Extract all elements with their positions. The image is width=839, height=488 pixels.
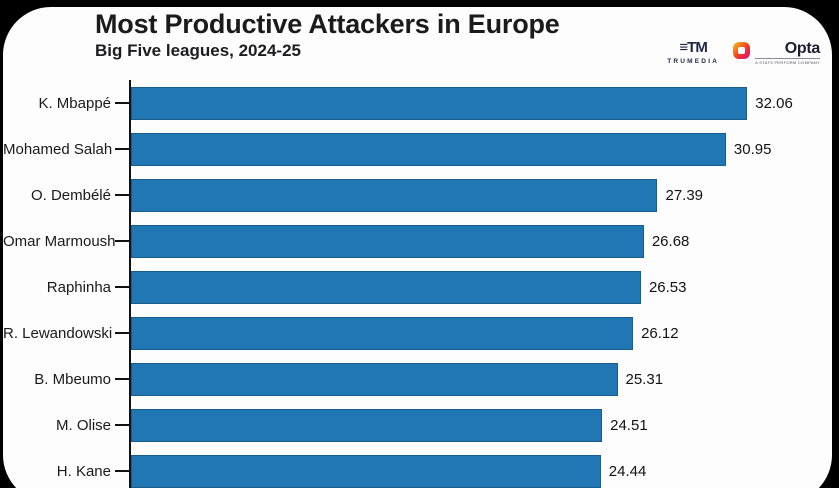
bar [131, 316, 634, 350]
opta-ring-icon [733, 41, 751, 59]
bar-row: M. Olise 24.51 [3, 402, 823, 448]
plot-cell: 26.53 [129, 264, 823, 310]
plot-cell: 24.51 [129, 402, 823, 448]
bar [131, 454, 601, 488]
bar [131, 132, 726, 166]
opta-wordmark: Opta [784, 39, 821, 57]
trumedia-wordmark: TRUMEDIA [667, 58, 720, 65]
category-label: M. Olise [55, 416, 111, 434]
value-label: 26.53 [648, 278, 687, 296]
branding-logos: ≡TM TRUMEDIA Opta A STATS PERFORM COMPAN… [667, 40, 820, 65]
value-label: 30.95 [733, 140, 772, 158]
axis-tick [115, 378, 129, 380]
plot-cell: 27.39 [129, 172, 823, 218]
bar-rows: K. Mbappé 32.06 Mohamed Salah 30.95 O. D… [3, 80, 823, 488]
bar-row: Raphinha 26.53 [3, 264, 823, 310]
axis-tick [115, 332, 129, 334]
bar-row: H. Kane 24.44 [3, 448, 823, 488]
bar-row: O. Dembélé 27.39 [3, 172, 823, 218]
bar [131, 86, 748, 120]
value-label: 27.39 [665, 186, 704, 204]
bar [131, 224, 644, 258]
category-label: O. Dembélé [30, 186, 111, 204]
category-label: K. Mbappé [38, 94, 111, 112]
bar [131, 408, 603, 442]
bar-row: K. Mbappé 32.06 [3, 80, 823, 126]
category-label: Omar Marmoush [3, 232, 116, 250]
plot-cell: 26.12 [129, 310, 823, 356]
bar [131, 178, 658, 212]
plot-cell: 26.68 [129, 218, 823, 264]
axis-tick [115, 424, 129, 426]
value-label: 32.06 [755, 94, 793, 112]
axis-tick [115, 240, 129, 242]
bar-row: R. Lewandowski 26.12 [3, 310, 823, 356]
axis-tick [115, 470, 129, 472]
bar [131, 270, 641, 304]
chart-header: Most Productive Attackers in Europe Big … [95, 9, 560, 61]
bar [131, 362, 618, 396]
value-label: 26.12 [641, 324, 679, 342]
plot-cell: 30.95 [129, 126, 823, 172]
bar-chart: K. Mbappé 32.06 Mohamed Salah 30.95 O. D… [3, 80, 823, 488]
value-label: 24.51 [610, 416, 648, 434]
page-title: Most Productive Attackers in Europe [95, 9, 560, 39]
category-label: R. Lewandowski [3, 324, 113, 342]
category-label: H. Kane [56, 462, 111, 480]
opta-text-block: Opta A STATS PERFORM COMPANY [755, 39, 821, 65]
trumedia-mark-icon: ≡TM [679, 39, 707, 56]
bar-row: Mohamed Salah 30.95 [3, 126, 823, 172]
category-label: B. Mbeumo [34, 370, 111, 388]
value-label: 24.44 [608, 462, 647, 480]
axis-tick [115, 286, 129, 288]
chart-card: Most Productive Attackers in Europe Big … [3, 7, 832, 488]
trumedia-logo: ≡TM TRUMEDIA [667, 40, 719, 65]
plot-cell: 24.44 [129, 448, 823, 488]
axis-tick [115, 194, 129, 196]
axis-tick [115, 148, 129, 150]
plot-cell: 32.06 [129, 80, 823, 126]
plot-cell: 25.31 [129, 356, 823, 402]
opta-logo: Opta A STATS PERFORM COMPANY [733, 39, 821, 65]
axis-tick [115, 102, 129, 104]
page-subtitle: Big Five leagues, 2024-25 [95, 41, 301, 61]
value-label: 26.68 [651, 232, 690, 250]
bar-row: B. Mbeumo 25.31 [3, 356, 823, 402]
value-label: 25.31 [625, 370, 664, 388]
opta-tagline: A STATS PERFORM COMPANY [755, 57, 820, 65]
category-label: Mohamed Salah [3, 140, 113, 158]
bar-row: Omar Marmoush 26.68 [3, 218, 823, 264]
category-label: Raphinha [46, 278, 111, 296]
